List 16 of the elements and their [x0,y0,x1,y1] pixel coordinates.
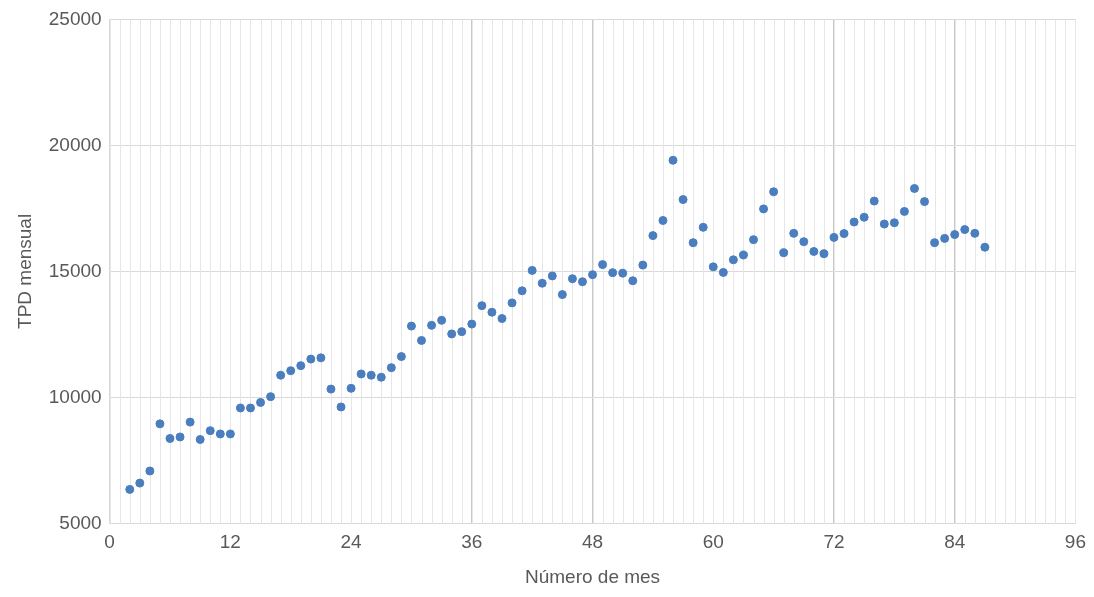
x-tick-label: 36 [461,531,483,553]
x-tick-label: 0 [104,531,115,553]
x-tick-label: 72 [823,531,845,553]
y-tick-label: 10000 [48,385,102,407]
x-tick-label: 96 [1064,531,1086,553]
y-tick-label: 25000 [48,7,102,29]
y-tick-label: 15000 [48,259,102,281]
x-tick-label: 12 [219,531,241,553]
y-tick-label: 20000 [48,133,102,155]
y-axis-title: TPD mensual [13,213,35,329]
x-tick-label: 24 [340,531,363,553]
x-tick-label: 84 [944,531,966,553]
x-axis-title: Número de mes [524,565,661,587]
y-tick-label: 5000 [59,511,102,533]
x-tick-label: 48 [581,531,604,553]
x-tick-label: 60 [702,531,724,553]
